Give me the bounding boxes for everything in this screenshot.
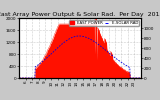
Legend: EAST POWER, E-SOLAR RAD: EAST POWER, E-SOLAR RAD (69, 20, 139, 26)
Title: East Array Power Output & Solar Rad.  Per Day  2013: East Array Power Output & Solar Rad. Per… (0, 12, 160, 17)
